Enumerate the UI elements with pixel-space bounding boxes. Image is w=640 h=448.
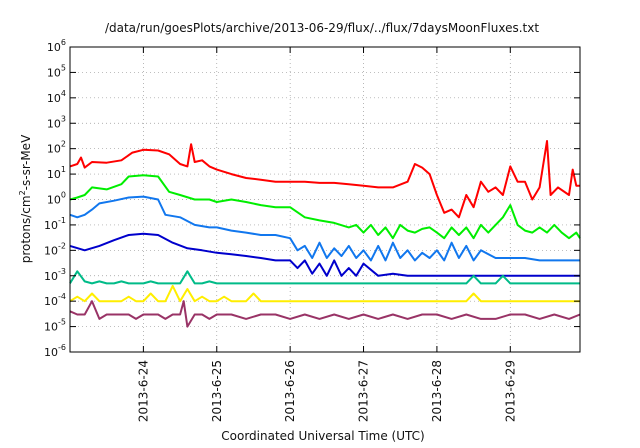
plot-frame: [69, 46, 581, 353]
y-tick-label: 101: [47, 165, 66, 181]
series-line-3: [69, 195, 580, 262]
y-axis-label: protons/cm2-s-sr-MeV: [18, 134, 33, 263]
series-line-1: [69, 140, 580, 219]
x-tick-label: 2013-6-29: [503, 360, 517, 422]
axes: 10-6 10-5 10-4 10-3 10-2 10-1 100 101 102 103 104 1…: [44, 38, 580, 422]
y-tick-label: 10-6: [44, 343, 66, 359]
grid: [70, 47, 580, 352]
x-tick-label: 2013-6-25: [210, 360, 224, 422]
x-tick-label: 2013-6-27: [357, 360, 371, 422]
x-axis-label: Coordinated Universal Time (UTC): [221, 429, 424, 443]
y-tick-label: 10-3: [44, 267, 66, 283]
x-tick-label: 2013-6-28: [430, 360, 444, 422]
series-line-5: [69, 270, 580, 285]
y-tick-label: 10-5: [44, 318, 66, 334]
chart-title: /data/run/goesPlots/archive/2013-06-29/f…: [105, 21, 539, 35]
y-tick-label: 10-1: [44, 216, 66, 232]
series-line-2: [69, 174, 581, 240]
y-tick-label: 10-4: [44, 292, 66, 308]
series-line-6: [69, 284, 580, 303]
x-tick-label: 2013-6-26: [283, 360, 297, 422]
y-tick-label: 106: [47, 38, 66, 54]
y-tick-label: 104: [47, 89, 66, 105]
y-tick-label: 102: [47, 140, 66, 156]
series-line-7: [69, 300, 581, 328]
series-line-4: [69, 232, 580, 277]
y-tick-label: 103: [47, 114, 66, 130]
y-tick-label: 100: [47, 191, 66, 207]
y-tick-label: 10-2: [44, 241, 66, 257]
series-group: [69, 140, 581, 328]
x-tick-label: 2013-6-24: [136, 360, 150, 422]
y-tick-label: 105: [47, 63, 66, 79]
